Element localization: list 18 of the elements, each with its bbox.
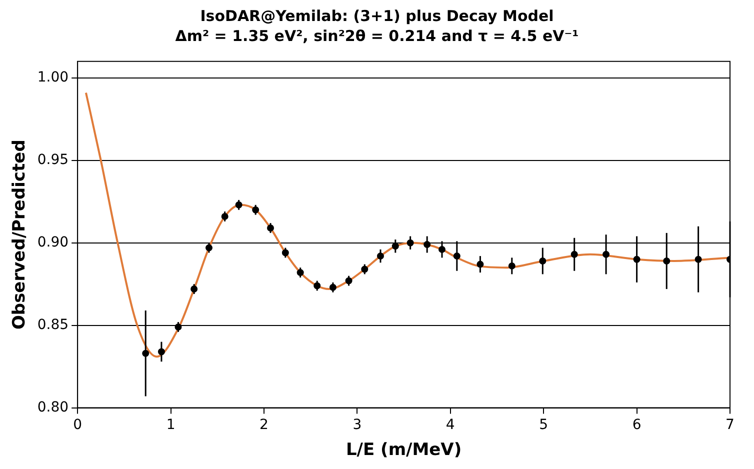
- chart-title: IsoDAR@Yemilab: (3+1) plus Decay Model: [199, 6, 555, 26]
- line-series: [84, 92, 730, 358]
- x-axis-title: L/E (m/MeV): [346, 440, 462, 460]
- x-tick-label: 2: [260, 416, 268, 433]
- y-tick-label: 0.95: [37, 152, 69, 168]
- x-tick-label: 5: [539, 416, 548, 433]
- chart-subtitle: Δm² = 1.35 eV², sin²2θ = 0.214 and τ = 4.5 eV⁻¹: [174, 26, 580, 46]
- y-tick-label: 0.80: [37, 399, 69, 416]
- y-tick-label: 1.00: [37, 70, 69, 86]
- y-tick-label: 0.85: [37, 316, 69, 333]
- x-tick-label: 6: [632, 416, 642, 433]
- x-tick-label: 3: [352, 416, 362, 433]
- x-tick-label: 0: [73, 416, 82, 433]
- x-tick-label: 1: [166, 416, 176, 433]
- y-tick-label: 0.90: [37, 234, 69, 250]
- x-tick-label: 4: [446, 416, 455, 433]
- x-tick-label: 7: [726, 416, 734, 433]
- y-axis-title: Observed/Predicted: [10, 140, 30, 330]
